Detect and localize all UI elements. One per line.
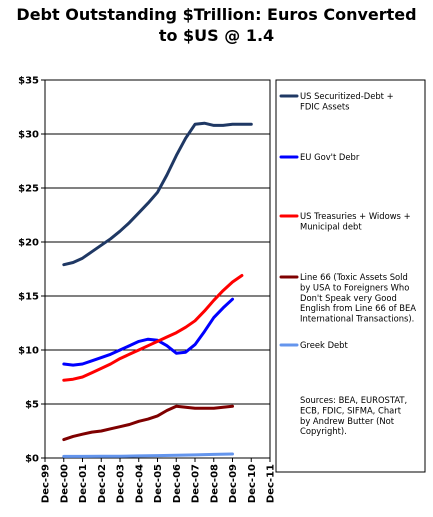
x-tick-label: Dec-00 xyxy=(59,464,70,503)
y-tick-label: $35 xyxy=(18,76,39,87)
y-tick-label: $25 xyxy=(18,184,39,195)
x-tick-label: Dec-10 xyxy=(247,464,258,503)
x-tick-label: Dec-01 xyxy=(78,464,89,503)
x-tick-label: Dec-06 xyxy=(172,464,183,503)
legend-label-4: International Transactions). xyxy=(300,314,414,324)
legend-label-1: FDIC Assets xyxy=(300,101,350,111)
y-tick-label: $15 xyxy=(18,292,39,303)
axis-layer: $0 $5 $10 $15 $20 $25 $30 $35 Dec-99 Dec-00 Dec-01… xyxy=(18,76,276,504)
series-line-4 xyxy=(62,404,234,442)
legend-label-4: by USA to Foreigners Who xyxy=(300,282,409,292)
legend: US Securitized-Debt +FDIC Assets EU Gov't… xyxy=(275,79,426,473)
series-line-2 xyxy=(62,297,234,367)
series-line-5 xyxy=(62,452,234,458)
x-tick-label: Dec-09 xyxy=(228,464,239,503)
chart-title-line-2: to $US @ 1.4 xyxy=(158,26,275,45)
legend-label-4: English from Line 66 of BEA xyxy=(300,303,416,313)
legend-label-4: Line 66 (Toxic Assets Sold xyxy=(300,272,408,282)
x-tick-label: Dec-04 xyxy=(134,464,145,503)
sources-note: by Andrew Butter (Not xyxy=(300,416,395,426)
x-tick-label: Dec-05 xyxy=(153,464,164,503)
chart-title-line-1: Debt Outstanding $Trillion: Euros Conver… xyxy=(16,5,417,24)
series-layer xyxy=(62,121,253,458)
y-tick-label: $0 xyxy=(25,454,39,465)
legend-label-1: US Securitized-Debt + xyxy=(300,91,394,101)
sources-note: Sources: BEA, EUROSTAT, xyxy=(300,395,407,405)
legend-label-4: Don't Speak very Good xyxy=(300,293,397,303)
sources-note: ECB, FDIC, SIFMA, Chart xyxy=(300,405,402,415)
y-tick-label: $5 xyxy=(25,400,39,411)
x-tick-label: Dec-99 xyxy=(41,464,52,503)
x-tick-label: Dec-11 xyxy=(266,464,277,503)
x-tick-label: Dec-03 xyxy=(116,464,127,503)
x-tick-label: Dec-02 xyxy=(97,464,108,503)
series-line-1 xyxy=(62,121,253,267)
series-line-3 xyxy=(62,274,244,382)
chart-title: Debt Outstanding $Trillion: Euros Conver… xyxy=(0,4,433,46)
x-tick-label: Dec-08 xyxy=(209,464,220,503)
legend-box xyxy=(275,79,426,473)
y-tick-label: $20 xyxy=(18,238,39,249)
sources-note: Copyright). xyxy=(300,426,347,436)
y-tick-label: $10 xyxy=(18,346,39,357)
legend-label-5: Greek Debt xyxy=(300,340,348,350)
x-tick-label: Dec-07 xyxy=(191,464,202,503)
y-tick-label: $30 xyxy=(18,130,39,141)
legend-label-2: EU Gov't Debr xyxy=(300,152,360,162)
legend-label-3: US Treasuries + Widows + xyxy=(300,211,411,221)
legend-label-3: Municipal debt xyxy=(300,221,362,231)
plot-frame xyxy=(44,79,271,459)
grid-layer xyxy=(44,79,271,459)
